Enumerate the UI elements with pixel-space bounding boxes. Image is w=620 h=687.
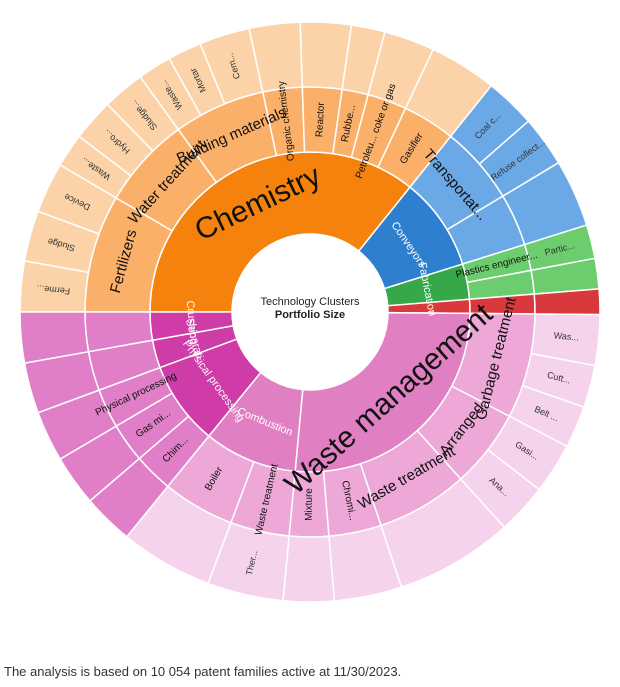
sunburst-chart: Chemistry Fertilizers Ferme... Sludge Device… xyxy=(19,21,601,603)
segment-l3-fill-3 xyxy=(533,288,601,316)
label-l3-0-0-0: Ferme... xyxy=(36,283,70,296)
segment-l3-fill-4-4 xyxy=(282,535,336,603)
label-l3-4-0-0: Was... xyxy=(553,330,579,342)
segment-l3-fill-9 xyxy=(19,311,90,365)
center-subtitle: Portfolio Size xyxy=(275,309,345,321)
sunburst-svg: ChemistryFertilizersFerme...SludgeDevice… xyxy=(19,21,601,603)
label-l2-4-4: Mixture xyxy=(304,488,315,521)
segments-layer xyxy=(19,21,601,603)
label-l2-0-4: Reactor xyxy=(314,101,327,137)
label-l1-9: Crushing xyxy=(184,300,200,345)
footnote: The analysis is based on 10 054 patent f… xyxy=(4,664,402,679)
center-title: Technology Clusters xyxy=(260,296,360,308)
